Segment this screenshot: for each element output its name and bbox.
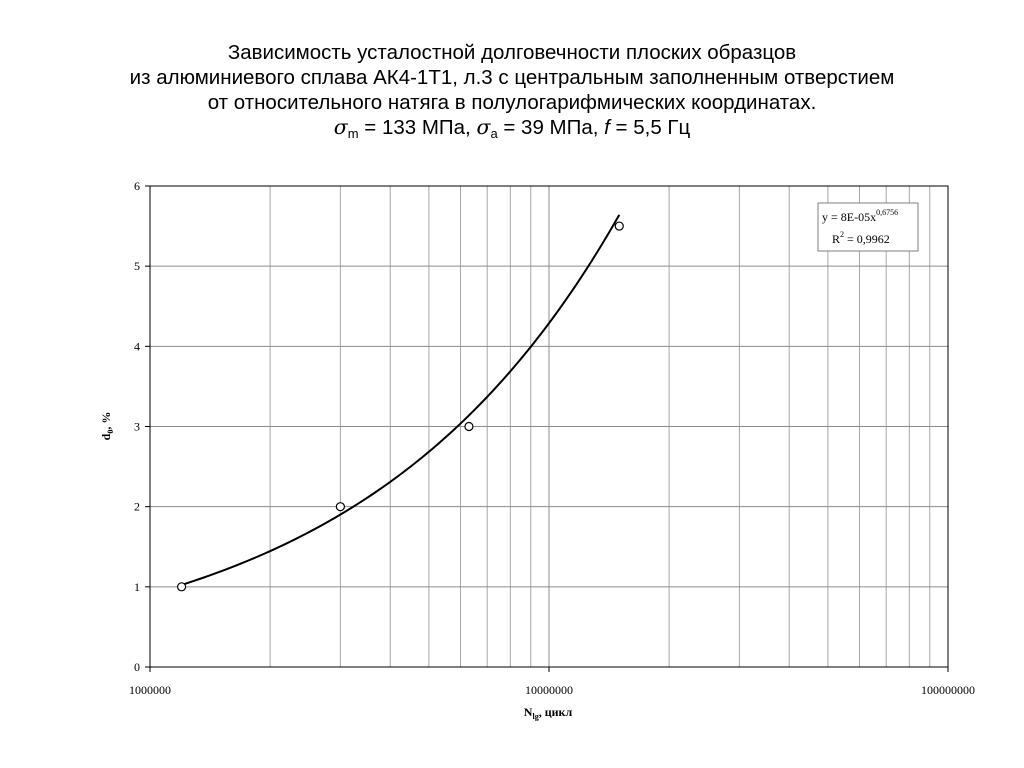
r-squared: R2 = 0,9962 <box>832 230 890 246</box>
r-squared-power: 2 <box>840 230 844 239</box>
trend-equation-base: y = 8E-05x <box>822 210 876 224</box>
x-axis-title: Nlg, цикл <box>524 705 573 721</box>
point-layer <box>176 221 624 592</box>
sigma-a-value: = 39 МПа, <box>497 116 605 139</box>
tick-layer: 0 1 2 3 4 5 6 1000000 10000000 100000000 <box>129 179 975 697</box>
title-line-2: из алюминиевого сплава АК4-1Т1, л.3 с це… <box>129 66 895 89</box>
y-tick-label: 4 <box>134 339 140 353</box>
y-tick-label: 3 <box>134 420 140 434</box>
r-squared-value: = 0,9962 <box>844 232 890 246</box>
data-point <box>335 502 345 512</box>
x-axis-title-sub: lg <box>532 712 538 721</box>
sigma-m-symbol: σ <box>333 115 348 139</box>
title-line-4: σm = 133 МПа, σa = 39 МПа, f = 5,5 Гц <box>0 115 1024 140</box>
equation-box: y = 8E-05x0,6756 R2 = 0,9962 <box>817 202 919 252</box>
x-tick-label: 100000000 <box>921 683 975 697</box>
sigma-a-subscript: a <box>490 126 498 141</box>
data-point <box>176 582 187 592</box>
grid-layer <box>149 186 949 667</box>
data-point <box>464 421 474 432</box>
x-tick-label: 1000000 <box>129 683 171 697</box>
title-line-1: Зависимость усталостной долговечности пл… <box>227 41 797 64</box>
data-point <box>614 221 624 231</box>
sigma-a-symbol: σ <box>476 115 491 139</box>
y-axis-title-rest: , % <box>99 412 113 430</box>
x-axis-title-main: N <box>524 705 533 719</box>
x-axis-title-rest: , цикл <box>539 705 573 719</box>
y-axis-title-main: d <box>99 433 113 440</box>
y-tick-label: 2 <box>134 500 140 514</box>
y-tick-label: 6 <box>134 179 140 193</box>
sigma-m-value: = 133 МПа, <box>358 116 477 139</box>
r-squared-symbol: R <box>832 232 840 246</box>
frequency-value: = 5,5 Гц <box>609 116 691 139</box>
y-tick-label: 0 <box>134 660 140 674</box>
frequency-symbol: f <box>604 116 610 139</box>
sigma-m-subscript: m <box>347 126 359 141</box>
title-line-3: от относительного натяга в полулогарифми… <box>207 91 817 114</box>
trendline <box>181 214 621 586</box>
chart-title: Зависимость усталостной долговечности пл… <box>0 40 1024 140</box>
trend-equation-exponent: 0,6756 <box>876 208 898 217</box>
y-tick-label: 1 <box>134 580 140 594</box>
equation-frame <box>817 202 919 252</box>
x-tick-label: 10000000 <box>525 683 573 697</box>
trend-equation: y = 8E-05x0,6756 <box>822 208 898 224</box>
y-axis-title: d0, % <box>99 412 115 441</box>
y-tick-label: 5 <box>134 259 140 273</box>
y-axis-title-sub: 0 <box>106 430 115 434</box>
